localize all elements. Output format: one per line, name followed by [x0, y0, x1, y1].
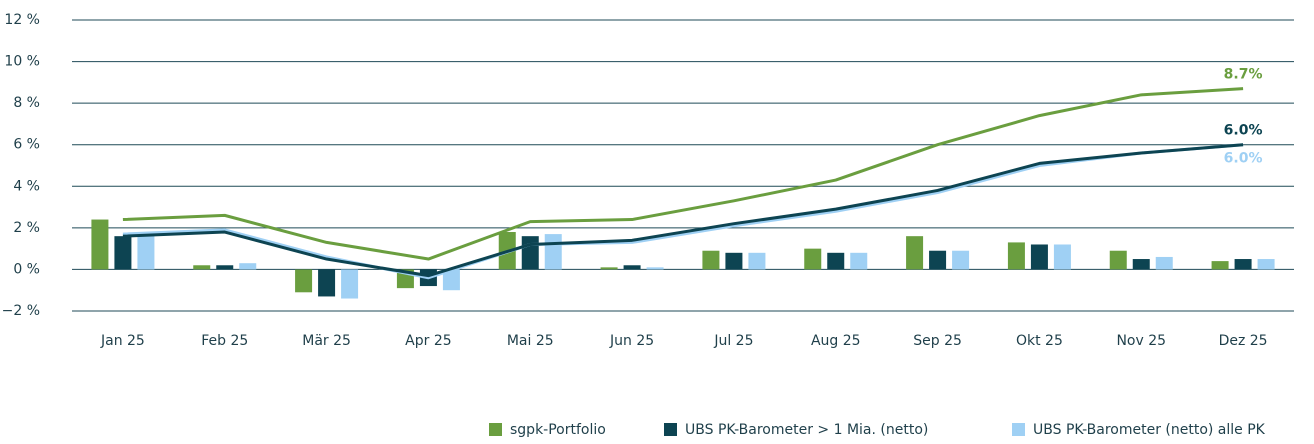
x-tick-label: Jun 25	[609, 333, 654, 349]
bar	[646, 267, 664, 270]
bar	[114, 236, 132, 270]
bar	[929, 250, 947, 270]
bar	[827, 252, 845, 270]
bar	[748, 252, 766, 270]
end-label: 8.7%	[1224, 67, 1263, 83]
x-tick-label: Feb 25	[201, 333, 248, 349]
legend-swatch	[664, 423, 677, 436]
x-tick-label: Okt 25	[1016, 333, 1063, 349]
x-tick-label: Apr 25	[405, 333, 451, 349]
bar	[600, 267, 618, 270]
bar	[295, 269, 313, 293]
bar	[341, 269, 359, 299]
y-tick-label: 4 %	[13, 178, 40, 194]
x-tick-label: Mai 25	[507, 333, 554, 349]
y-tick-label: 0 %	[13, 261, 40, 277]
line	[122, 143, 1244, 280]
bar	[442, 269, 460, 291]
bar	[1030, 244, 1048, 270]
y-tick-label: 10 %	[4, 54, 40, 70]
bar	[1211, 261, 1229, 270]
bar	[850, 252, 868, 270]
bar	[1007, 242, 1025, 270]
bar	[318, 269, 336, 297]
bar	[91, 219, 109, 270]
bar	[544, 234, 562, 270]
bar	[1109, 250, 1127, 270]
y-tick-label: 12 %	[4, 12, 40, 28]
bar	[216, 265, 234, 270]
bar	[623, 265, 641, 270]
bar	[1053, 244, 1071, 270]
bar	[137, 234, 155, 270]
end-label: 6.0%	[1224, 151, 1263, 167]
bar	[702, 250, 720, 270]
legend-label: UBS PK-Barometer (netto) alle PK	[1033, 422, 1266, 438]
bar	[804, 248, 822, 270]
bar	[239, 263, 257, 270]
x-tick-label: Nov 25	[1116, 333, 1166, 349]
bar	[1155, 256, 1173, 270]
y-tick-label: 2 %	[13, 220, 40, 236]
x-tick-label: Dez 25	[1219, 333, 1268, 349]
bar	[906, 236, 924, 270]
x-tick-label: Aug 25	[811, 333, 861, 349]
bar	[952, 250, 970, 270]
y-tick-label: −2 %	[2, 303, 40, 319]
bar	[1234, 259, 1252, 270]
line	[122, 143, 1244, 278]
line	[122, 87, 1244, 261]
legend-label: UBS PK-Barometer > 1 Mia. (netto)	[685, 422, 928, 438]
x-tick-label: Sep 25	[913, 333, 962, 349]
y-tick-label: 8 %	[13, 95, 40, 111]
end-label: 6.0%	[1224, 123, 1263, 139]
x-tick-label: Jan 25	[100, 333, 145, 349]
legend-swatch	[489, 423, 502, 436]
bar	[193, 265, 211, 270]
legend-label: sgpk-Portfolio	[510, 422, 606, 438]
y-tick-label: 6 %	[13, 137, 40, 153]
bar	[521, 236, 539, 270]
bar	[725, 252, 743, 270]
x-tick-label: Mär 25	[302, 333, 351, 349]
legend-swatch	[1012, 423, 1025, 436]
bar	[1257, 259, 1275, 270]
x-tick-label: Jul 25	[713, 333, 753, 349]
bar	[1132, 259, 1150, 270]
